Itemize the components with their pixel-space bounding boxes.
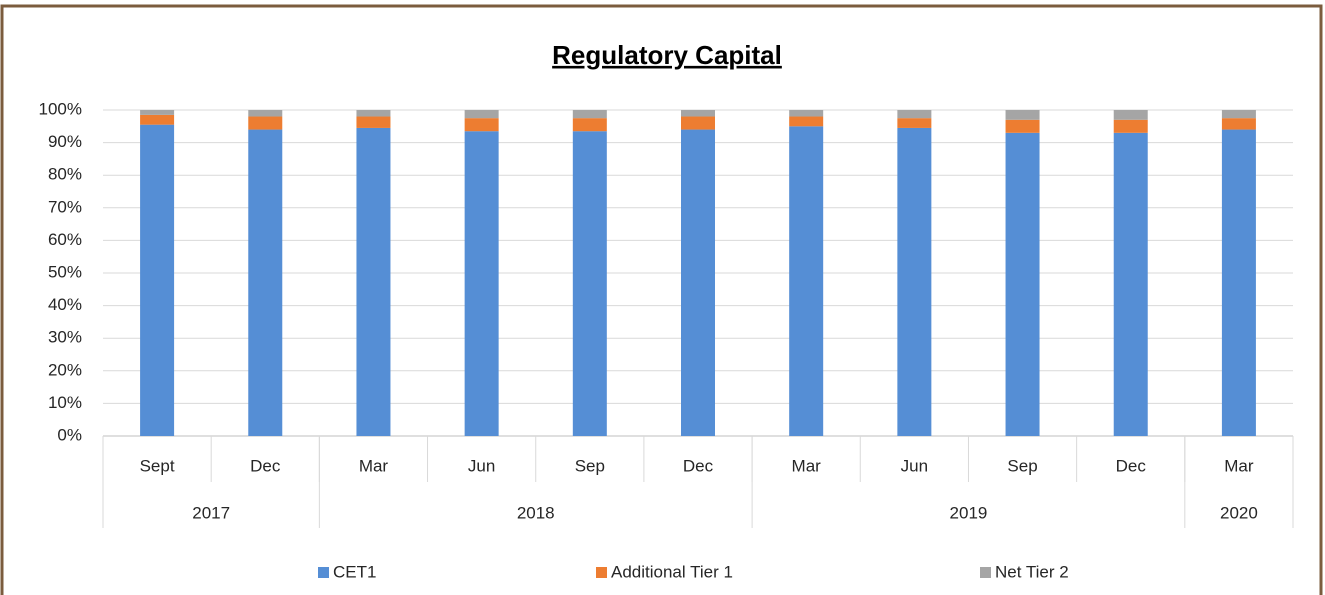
bar-segment: [572, 110, 607, 119]
bar-segment: [1005, 132, 1040, 436]
bar-segment: [1113, 132, 1148, 436]
chart-title: Regulatory Capital: [552, 40, 782, 70]
bar-segment: [789, 126, 824, 437]
group-label: 2019: [950, 503, 988, 522]
bar-segment: [464, 131, 499, 436]
legend-swatch: [318, 567, 329, 578]
x-tick-label: Dec: [250, 456, 281, 475]
group-label: 2017: [192, 503, 230, 522]
bar-segment: [140, 114, 175, 125]
bar-segment: [1113, 119, 1148, 133]
bar-segment: [1113, 110, 1148, 120]
bar-segment: [464, 118, 499, 132]
bar-segment: [1221, 110, 1256, 119]
x-tick-label: Mar: [1224, 456, 1254, 475]
legend-swatch: [980, 567, 991, 578]
x-tick-label: Sep: [1007, 456, 1037, 475]
bar-segment: [1221, 118, 1256, 130]
bar-segment: [897, 118, 932, 128]
bar-segment: [248, 129, 283, 436]
bar-segment: [1005, 110, 1040, 120]
y-tick-label: 90%: [48, 132, 82, 151]
bar-segment: [897, 110, 932, 119]
bar-segment: [789, 110, 824, 117]
y-tick-label: 100%: [39, 99, 82, 118]
bar-segment: [140, 124, 175, 437]
bar-segment: [789, 116, 824, 127]
bar-segment: [681, 110, 715, 117]
x-tick-label: Dec: [683, 456, 714, 475]
y-tick-label: 70%: [48, 197, 82, 216]
bar-segment: [356, 116, 391, 128]
x-tick-label: Jun: [468, 456, 495, 475]
bar-segment: [356, 110, 391, 117]
legend-swatch: [596, 567, 607, 578]
y-tick-label: 30%: [48, 328, 82, 347]
bar-segment: [1221, 129, 1256, 436]
bar-segment: [1005, 119, 1040, 133]
bar-segment: [572, 118, 607, 132]
legend-label: Additional Tier 1: [611, 562, 733, 581]
bar-segment: [681, 129, 715, 436]
chart-border: [0, 4, 1323, 595]
bar-segment: [248, 110, 283, 117]
y-tick-label: 20%: [48, 360, 82, 379]
bar-segment: [248, 116, 283, 130]
x-tick-label: Dec: [1116, 456, 1147, 475]
bar-segment: [140, 110, 175, 115]
y-tick-label: 80%: [48, 165, 82, 184]
y-tick-label: 40%: [48, 295, 82, 314]
legend-label: CET1: [333, 562, 376, 581]
group-label: 2018: [517, 503, 555, 522]
x-tick-label: Sept: [140, 456, 175, 475]
bar-segment: [897, 127, 932, 437]
group-label: 2020: [1220, 503, 1258, 522]
y-tick-label: 10%: [48, 393, 82, 412]
y-tick-label: 0%: [57, 425, 82, 444]
bar-segment: [681, 116, 715, 130]
bar-segment: [572, 131, 607, 436]
bar-segment: [356, 127, 391, 437]
x-tick-label: Mar: [792, 456, 822, 475]
y-tick-label: 50%: [48, 262, 82, 281]
legend-label: Net Tier 2: [995, 562, 1069, 581]
x-tick-label: Jun: [901, 456, 928, 475]
x-tick-label: Sep: [575, 456, 605, 475]
y-tick-label: 60%: [48, 230, 82, 249]
x-tick-label: Mar: [359, 456, 389, 475]
bar-segment: [464, 110, 499, 119]
